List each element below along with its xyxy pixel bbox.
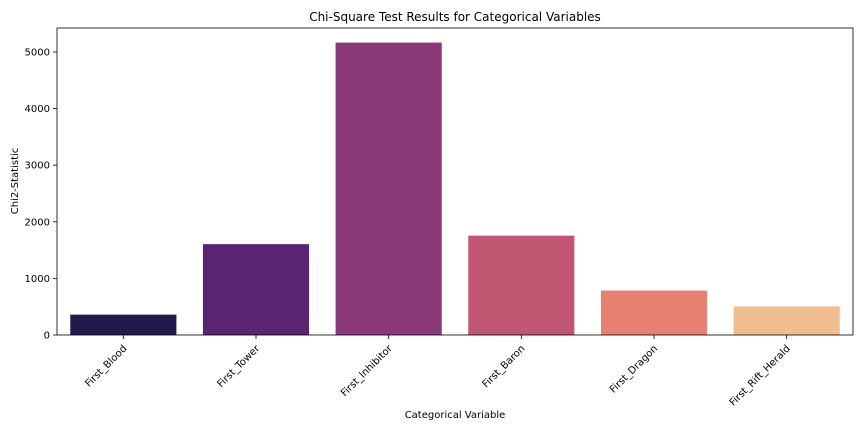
y-tick-label: 1000: [25, 274, 50, 285]
x-tick-label: First_Dragon: [608, 343, 660, 395]
x-tick-label: First_Inhibitor: [339, 343, 395, 399]
chart-title: Chi-Square Test Results for Categorical …: [309, 10, 601, 24]
y-tick-label: 2000: [25, 217, 50, 228]
x-tick-label: First_Tower: [215, 343, 262, 390]
bar-first-blood: [70, 314, 177, 335]
bar-first-inhibitor: [335, 42, 442, 336]
x-axis-ticks: First_Blood First_Tower First_Inhibitor Fir…: [83, 335, 793, 408]
y-tick-label: 4000: [25, 104, 50, 115]
y-axis-label: Chi2-Statistic: [10, 148, 21, 215]
x-tick-label: First_Blood: [83, 343, 129, 389]
y-tick-label: 5000: [25, 47, 50, 58]
x-axis-label: Categorical Variable: [405, 410, 506, 421]
x-tick-label: First_Rift_Herald: [728, 343, 793, 408]
y-axis-ticks: 0 1000 2000 3000 4000 5000: [25, 47, 57, 342]
bar-first-tower: [202, 244, 310, 335]
y-tick-label: 3000: [25, 161, 50, 172]
bar-first-dragon: [600, 290, 708, 335]
bar-first-rift-herald: [733, 306, 840, 335]
bar-first-baron: [468, 235, 575, 335]
y-tick-label: 0: [44, 331, 50, 342]
bars-group: [70, 42, 840, 336]
plot-frame: [56, 27, 854, 336]
x-tick-label: First_Baron: [481, 343, 528, 390]
